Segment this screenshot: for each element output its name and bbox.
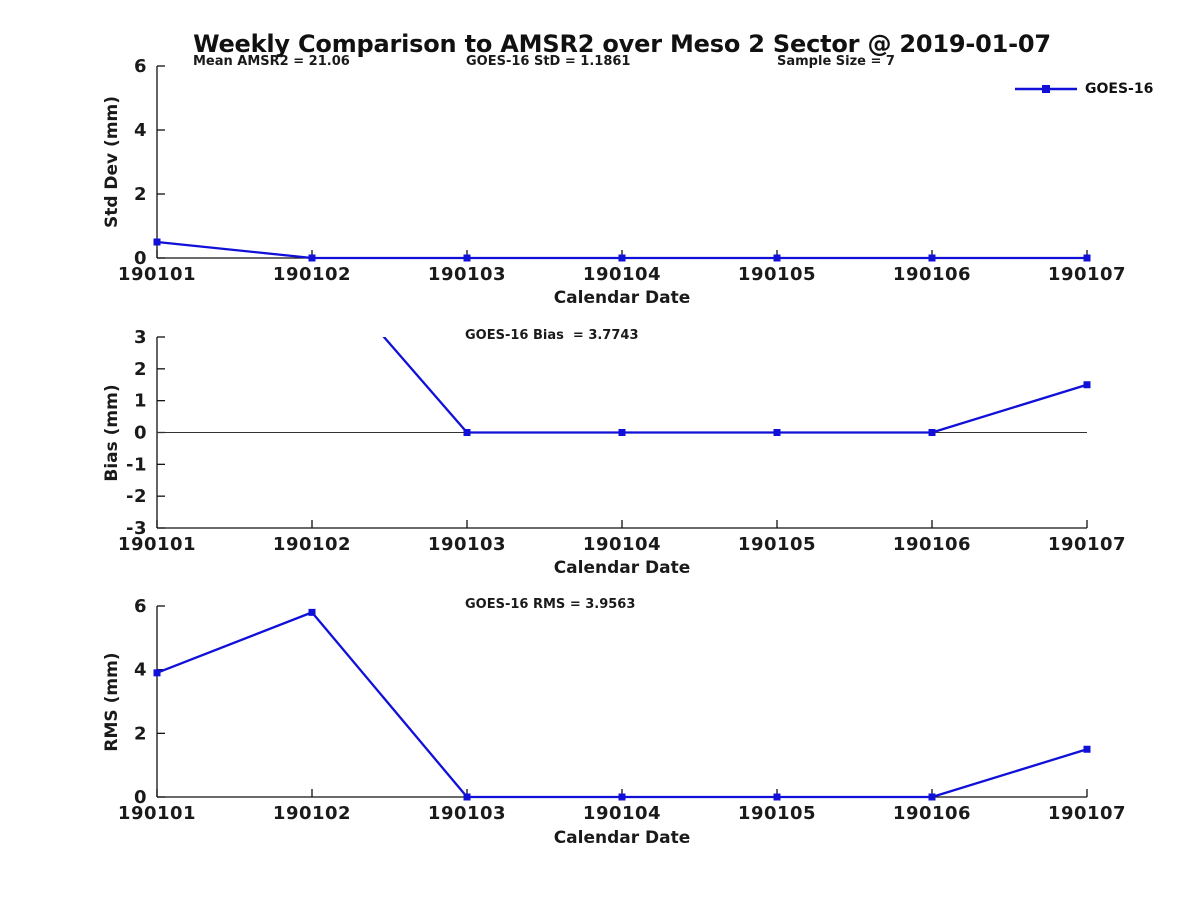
y-tick-label: 2 — [134, 359, 147, 380]
legend-label: GOES-16 — [1085, 81, 1154, 97]
annotation-rms: GOES-16 RMS = 3.9563 — [465, 597, 636, 612]
x-tick-label: 190106 — [893, 534, 971, 555]
data-marker — [153, 238, 161, 246]
y-tick-label: 3 — [134, 327, 147, 348]
stat-sample-size: Sample Size = 7 — [777, 54, 895, 69]
stat-mean-amsr2: Mean AMSR2 = 21.06 — [193, 54, 350, 69]
x-tick-label: 190105 — [738, 534, 816, 555]
legend-line-marker-icon — [1015, 85, 1077, 93]
x-tick-label: 190104 — [583, 803, 661, 824]
y-tick-label: 0 — [134, 423, 147, 444]
x-tick-label: 190107 — [1048, 803, 1126, 824]
figure-title: Weekly Comparison to AMSR2 over Meso 2 S… — [193, 30, 1051, 58]
xlabel-std-dev: Calendar Date — [553, 288, 691, 308]
stat-goes16-std: GOES-16 StD = 1.1861 — [466, 54, 631, 69]
y-tick-label: 0 — [134, 787, 147, 808]
x-tick-label: 190103 — [428, 534, 506, 555]
x-tick-label: 190103 — [428, 803, 506, 824]
y-tick-label: 2 — [134, 184, 147, 205]
data-marker — [618, 429, 626, 436]
data-marker — [928, 254, 936, 262]
data-marker — [1083, 381, 1091, 389]
y-tick-label: 1 — [134, 391, 147, 412]
x-tick-label: 190101 — [118, 803, 196, 824]
data-marker — [463, 793, 471, 801]
x-tick-label: 190102 — [273, 803, 351, 824]
data-marker — [773, 254, 781, 262]
y-tick-label: 2 — [134, 723, 147, 744]
x-tick-label: 190105 — [738, 803, 816, 824]
x-tick-label: 190102 — [273, 534, 351, 555]
data-marker — [463, 429, 471, 436]
xlabel-bias: Calendar Date — [553, 558, 691, 578]
x-tick-label: 190105 — [738, 264, 816, 285]
x-tick-label: 190107 — [1048, 534, 1126, 555]
y-tick-label: -1 — [126, 454, 147, 475]
data-marker — [1083, 745, 1091, 753]
data-marker — [618, 254, 626, 262]
x-tick-label: 190106 — [893, 264, 971, 285]
y-tick-label: 0 — [134, 248, 147, 269]
xlabel-rms: Calendar Date — [553, 828, 691, 848]
legend: GOES-16 — [1013, 80, 1153, 98]
ylabel-std-dev: Std Dev (mm) — [102, 95, 122, 229]
data-marker — [773, 793, 781, 801]
data-marker — [1083, 254, 1091, 262]
ylabel-bias: Bias (mm) — [102, 384, 122, 482]
y-tick-label: 6 — [134, 56, 147, 77]
y-tick-label: 6 — [134, 596, 147, 617]
x-tick-label: 190104 — [583, 534, 661, 555]
data-marker — [308, 254, 316, 262]
x-tick-label: 190104 — [583, 264, 661, 285]
data-marker — [928, 793, 936, 801]
data-marker — [618, 793, 626, 801]
x-tick-label: 190107 — [1048, 264, 1126, 285]
ylabel-rms: RMS (mm) — [102, 652, 122, 752]
chart-rms: 0 2 4 6 190101 190102 190103 190104 190105 190106… — [118, 596, 1126, 824]
x-tick-label: 190101 — [118, 264, 196, 285]
x-tick-label: 190106 — [893, 803, 971, 824]
annotation-bias: GOES-16 Bias = 3.7743 — [465, 328, 639, 343]
data-marker — [928, 429, 936, 436]
x-tick-label: 190101 — [118, 534, 196, 555]
data-line — [382, 337, 1088, 434]
y-tick-label: -2 — [126, 486, 147, 507]
data-marker — [308, 608, 316, 616]
data-line — [156, 611, 1088, 799]
y-tick-label: -3 — [126, 518, 147, 539]
data-marker — [463, 254, 471, 262]
chart-std-dev: 0 2 4 6 190101 190102 190103 190104 190105 190106… — [118, 56, 1126, 285]
x-tick-label: 190103 — [428, 264, 506, 285]
data-marker — [773, 429, 781, 436]
y-tick-label: 4 — [134, 660, 147, 681]
x-tick-label: 190102 — [273, 264, 351, 285]
data-marker — [153, 669, 161, 677]
y-tick-label: 4 — [134, 120, 147, 141]
